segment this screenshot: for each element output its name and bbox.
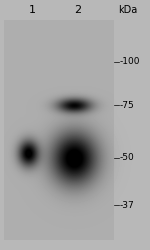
Text: -100: -100 — [120, 58, 141, 66]
Text: 2: 2 — [74, 5, 82, 15]
Text: kDa: kDa — [118, 5, 138, 15]
Text: -37: -37 — [120, 200, 135, 209]
Text: -50: -50 — [120, 154, 135, 162]
Text: 1: 1 — [28, 5, 36, 15]
Text: -75: -75 — [120, 100, 135, 110]
